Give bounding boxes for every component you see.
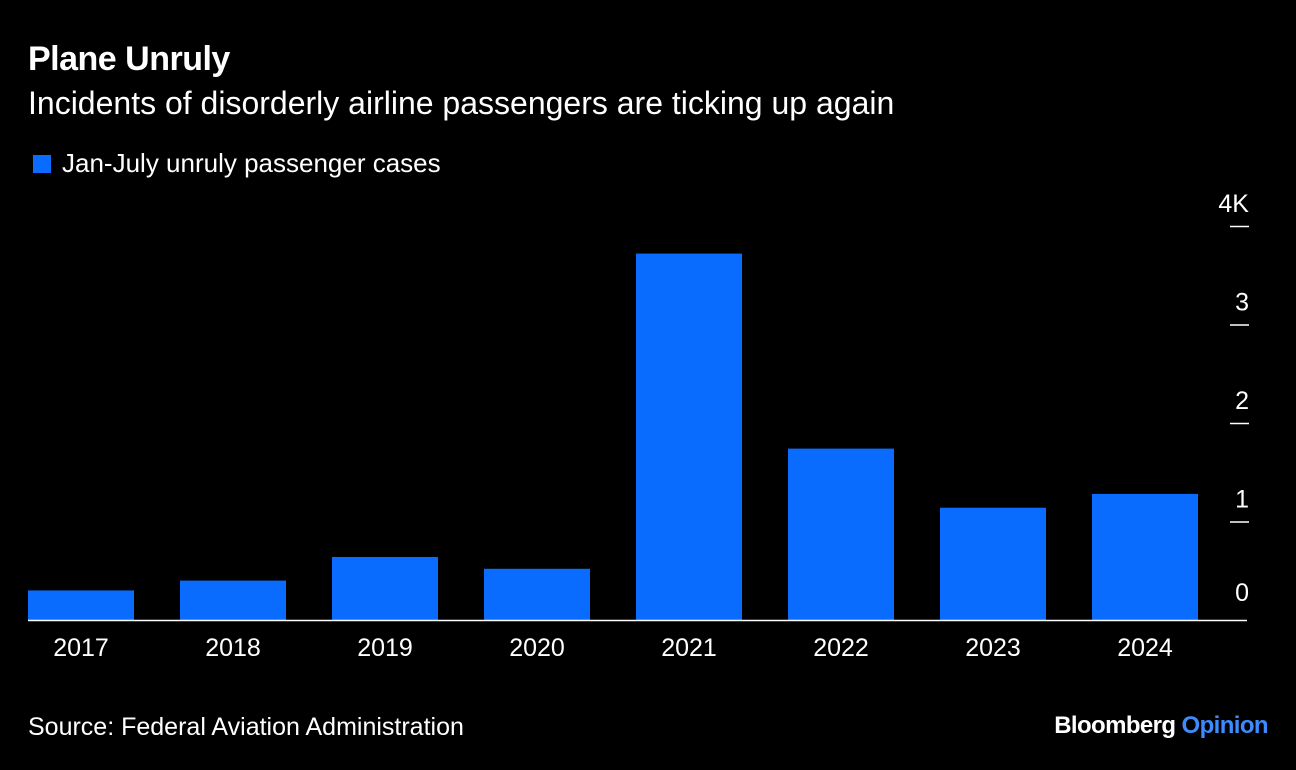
- bar-2023: [940, 507, 1046, 620]
- brand-logo: Bloomberg Opinion: [1054, 712, 1268, 740]
- x-tick-label: 2024: [1117, 634, 1173, 662]
- legend-swatch: [33, 154, 51, 173]
- y-tick-label: 0: [1235, 579, 1249, 607]
- x-tick-label: 2017: [53, 634, 109, 662]
- x-tick-label: 2018: [205, 634, 261, 662]
- legend: Jan-July unruly passenger cases: [33, 148, 441, 179]
- bar-2024: [1092, 493, 1198, 620]
- x-tick-label: 2023: [965, 634, 1021, 662]
- bar-2021: [636, 253, 742, 620]
- chart-subtitle: Incidents of disorderly airline passenge…: [28, 85, 895, 121]
- x-tick-label: 2020: [509, 634, 565, 662]
- bar-2019: [332, 556, 438, 620]
- x-tick-label: 2021: [661, 634, 717, 662]
- x-tick-label: 2022: [813, 634, 869, 662]
- bar-2018: [180, 580, 286, 620]
- x-tick-label: 2019: [357, 634, 413, 662]
- brand-name: Bloomberg: [1054, 712, 1176, 739]
- y-tick-label: 3: [1235, 289, 1249, 317]
- y-tick-label: 1: [1235, 486, 1249, 514]
- legend-label: Jan-July unruly passenger cases: [62, 148, 441, 178]
- bar-2022: [788, 448, 894, 620]
- y-tick-label: 4K: [1218, 190, 1249, 218]
- y-tick-label: 2: [1235, 387, 1249, 415]
- chart-title: Plane Unruly: [28, 40, 230, 78]
- bar-2017: [28, 590, 134, 620]
- bar-2020: [484, 568, 590, 620]
- source-note: Source: Federal Aviation Administration: [28, 713, 464, 741]
- brand-sub: Opinion: [1181, 712, 1269, 739]
